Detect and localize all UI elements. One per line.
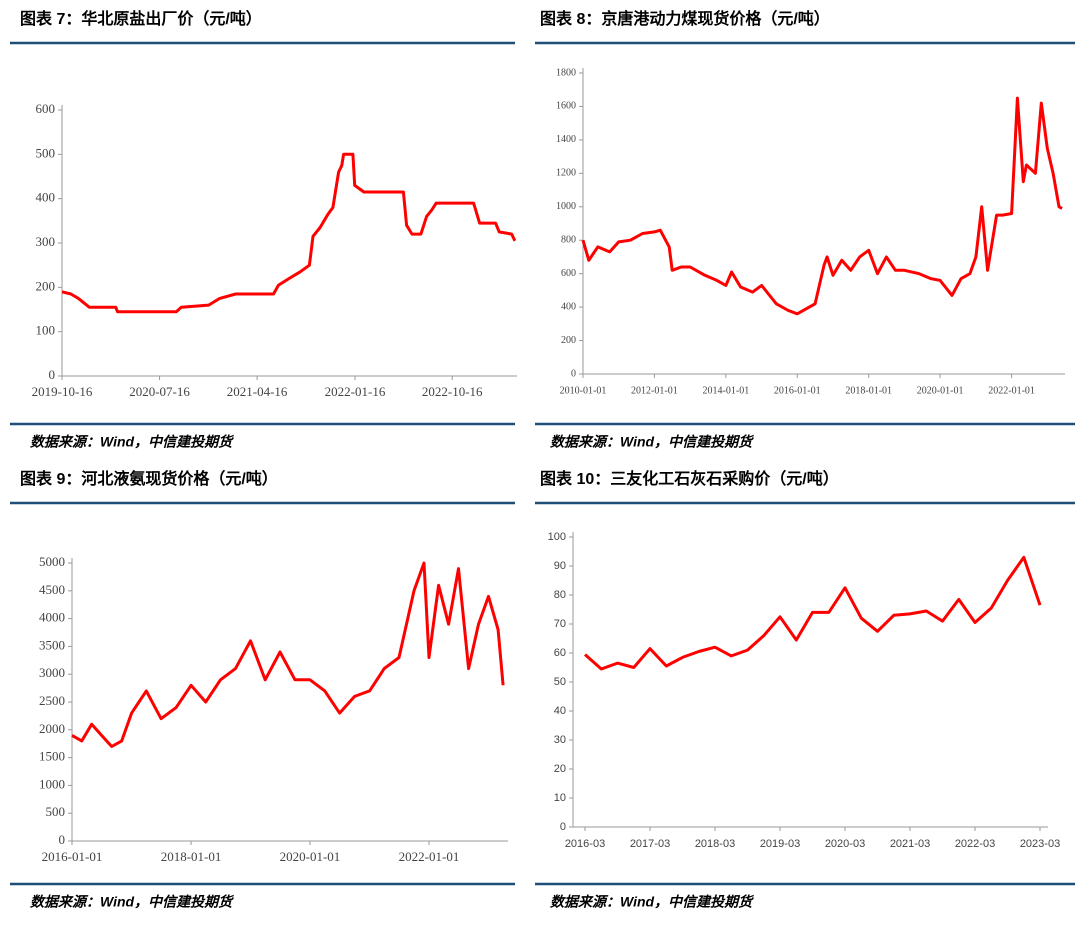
y-tick-label: 40 bbox=[554, 705, 566, 717]
y-tick-label: 10 bbox=[554, 792, 566, 804]
y-tick-label: 200 bbox=[561, 335, 576, 346]
source-note: 数据来源：Wind，中信建投期货 bbox=[550, 894, 754, 910]
y-tick-label: 0 bbox=[571, 368, 576, 379]
y-tick-label: 1000 bbox=[556, 201, 576, 212]
y-tick-label: 5000 bbox=[39, 554, 65, 569]
y-tick-label: 800 bbox=[561, 235, 576, 246]
y-tick-label: 400 bbox=[561, 301, 576, 312]
y-tick-label: 200 bbox=[36, 278, 56, 293]
figure-title: 图表 8：京唐港动力煤现货价格（元/吨） bbox=[540, 9, 830, 28]
data-line bbox=[61, 152, 517, 314]
y-tick-label: 80 bbox=[554, 589, 566, 601]
x-tick-label: 2016-01-01 bbox=[42, 849, 103, 864]
x-tick-label: 2020-01-01 bbox=[917, 385, 964, 396]
source-note: 数据来源：Wind，中信建投期货 bbox=[30, 434, 234, 450]
y-tick-label: 1600 bbox=[556, 101, 576, 112]
y-tick-label: 0 bbox=[59, 832, 66, 847]
source-note: 数据来源：Wind，中信建投期货 bbox=[550, 434, 754, 450]
x-tick-label: 2022-03 bbox=[955, 838, 995, 850]
y-tick-label: 1000 bbox=[39, 776, 65, 791]
x-tick-label: 2022-01-01 bbox=[988, 385, 1035, 396]
y-tick-label: 600 bbox=[36, 101, 56, 116]
y-tick-label: 600 bbox=[561, 268, 576, 279]
x-tick-label: 2018-01-01 bbox=[161, 849, 222, 864]
y-tick-label: 0 bbox=[49, 367, 56, 382]
y-tick-label: 70 bbox=[554, 618, 566, 630]
x-tick-label: 2020-03 bbox=[825, 838, 865, 850]
y-tick-label: 30 bbox=[554, 734, 566, 746]
x-tick-label: 2018-01-01 bbox=[845, 385, 892, 396]
x-tick-label: 2018-03 bbox=[695, 838, 735, 850]
y-tick-label: 4500 bbox=[39, 582, 65, 597]
y-tick-label: 20 bbox=[554, 763, 566, 775]
y-tick-label: 100 bbox=[36, 323, 56, 338]
y-tick-label: 0 bbox=[560, 821, 566, 833]
data-line bbox=[584, 555, 1042, 671]
source-note: 数据来源：Wind，中信建投期货 bbox=[30, 894, 234, 910]
y-tick-label: 1800 bbox=[556, 67, 576, 78]
y-tick-label: 1200 bbox=[556, 168, 576, 179]
x-tick-label: 2023-03 bbox=[1020, 838, 1060, 850]
y-tick-label: 300 bbox=[36, 234, 56, 249]
y-tick-label: 400 bbox=[36, 190, 56, 205]
y-tick-label: 3500 bbox=[39, 637, 65, 652]
y-tick-label: 500 bbox=[46, 804, 66, 819]
y-tick-label: 500 bbox=[36, 145, 56, 160]
y-tick-label: 3000 bbox=[39, 665, 65, 680]
x-tick-label: 2019-03 bbox=[760, 838, 800, 850]
x-tick-label: 2021-04-16 bbox=[227, 384, 288, 399]
y-tick-label: 100 bbox=[548, 531, 566, 543]
figure-title: 图表 7：华北原盐出厂价（元/吨） bbox=[20, 9, 262, 28]
x-tick-label: 2010-01-01 bbox=[560, 385, 607, 396]
figure-title: 图表 10：三友化工石灰石采购价（元/吨） bbox=[540, 469, 839, 488]
x-tick-label: 2019-10-16 bbox=[32, 384, 93, 399]
x-tick-label: 2014-01-01 bbox=[703, 385, 750, 396]
x-tick-label: 2012-01-01 bbox=[631, 385, 678, 396]
y-tick-label: 60 bbox=[554, 647, 566, 659]
x-tick-label: 2022-10-16 bbox=[422, 384, 483, 399]
x-tick-label: 2021-03 bbox=[890, 838, 930, 850]
y-tick-label: 50 bbox=[554, 676, 566, 688]
x-tick-label: 2022-01-01 bbox=[399, 849, 460, 864]
y-tick-label: 1500 bbox=[39, 749, 65, 764]
x-tick-label: 2020-01-01 bbox=[280, 849, 341, 864]
data-line bbox=[581, 96, 1063, 316]
x-tick-label: 2022-01-16 bbox=[325, 384, 386, 399]
y-tick-label: 1400 bbox=[556, 134, 576, 145]
data-line bbox=[71, 561, 505, 748]
figure-title: 图表 9：河北液氨现货价格（元/吨） bbox=[20, 469, 278, 488]
y-tick-label: 2000 bbox=[39, 721, 65, 736]
x-tick-label: 2016-01-01 bbox=[774, 385, 821, 396]
x-tick-label: 2020-07-16 bbox=[129, 384, 190, 399]
y-tick-label: 90 bbox=[554, 560, 566, 572]
y-tick-label: 4000 bbox=[39, 610, 65, 625]
x-tick-label: 2017-03 bbox=[630, 838, 670, 850]
x-tick-label: 2016-03 bbox=[565, 838, 605, 850]
y-tick-label: 2500 bbox=[39, 693, 65, 708]
